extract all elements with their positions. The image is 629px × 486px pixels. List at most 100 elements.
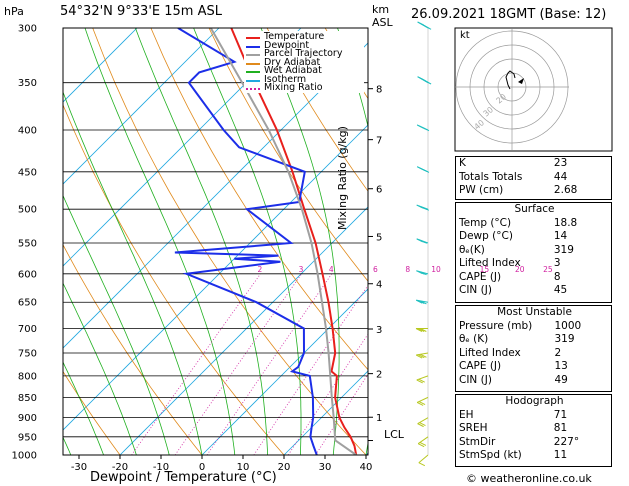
pressure-tick-label: 450 (18, 167, 37, 178)
km-tick-label: 3 (376, 325, 382, 336)
mixing-ratio-axis-label: Mixing Ratio (g/kg) (336, 126, 349, 230)
index-label: SREH (459, 422, 488, 434)
mixing-ratio-tick-label: 8 (405, 265, 410, 274)
index-value: 14 (553, 230, 568, 242)
isotherm-line (201, 288, 368, 455)
km-tick-label: 6 (376, 185, 382, 196)
wind-barb (416, 375, 429, 381)
wind-barb-flag (416, 401, 424, 406)
wind-barb (417, 436, 429, 445)
isotherm-line (283, 370, 368, 455)
index-row: θₑ (K) 319 (456, 333, 613, 347)
isotherm-line (612, 28, 629, 455)
legend: Temperature Dewpoint Parcel Trajectory Dry … (244, 31, 364, 93)
temperature-axis: -30 -20 -10 0 10 20 30 40 (71, 455, 372, 473)
wind-barb-flag (424, 80, 432, 85)
mixing-ratio-tick-label: 2 (258, 265, 263, 274)
wind-barb-flag (418, 354, 425, 359)
copyright: © weatheronline.co.uk (466, 472, 592, 485)
index-value: 23 (553, 157, 568, 169)
wind-barb-flag (420, 271, 427, 276)
pressure-tick-label: 300 (18, 24, 37, 35)
dry-adiabat-line (266, 28, 368, 192)
wind-barb-flag (418, 378, 425, 383)
index-label: PW (cm) (459, 184, 504, 196)
index-row: CIN (J) 49 (456, 374, 613, 388)
index-value: 44 (553, 170, 568, 183)
index-label: Lifted Index (459, 346, 521, 359)
legend-swatch (246, 88, 260, 90)
index-label: Pressure (mb) (459, 319, 533, 332)
index-row: Lifted Index 3 (456, 257, 613, 271)
storm-motion-arrow-icon (518, 78, 524, 84)
index-row: Pressure (mb) 1000 (456, 320, 613, 334)
pressure-tick-label: 400 (18, 126, 37, 137)
dewpoint-line (174, 28, 318, 455)
index-row: K 23 (456, 157, 613, 171)
x-tick-label: 10 (237, 462, 250, 473)
pressure-tick-label: 850 (18, 393, 37, 404)
wind-barb-flag (417, 328, 425, 332)
x-tick-label: 0 (199, 462, 205, 473)
index-label: θₑ(K) (459, 243, 485, 256)
wind-barb-flag (419, 442, 427, 446)
pressure-tick-label: 550 (18, 238, 37, 249)
hodograph-trace (505, 70, 516, 90)
temperature-line (230, 28, 358, 455)
index-row: CIN (J) 45 (456, 284, 613, 298)
height-axis: 8 7 6 5 4 3 2 1 (368, 85, 382, 442)
wind-barb-flag (415, 354, 423, 359)
index-row: CAPE (J) 13 (456, 360, 613, 374)
lcl-label: LCL (384, 428, 404, 441)
mixing-ratio-labels: 2 3 4 6 8 10 15 20 25 (258, 265, 553, 274)
wind-barb-flag (422, 206, 430, 211)
index-label: Dewp (°C) (459, 230, 513, 242)
x-axis-label: Dewpoint / Temperature (°C) (90, 470, 277, 485)
legend-label: Isotherm (264, 73, 307, 85)
wind-barb-flag (415, 328, 423, 332)
x-tick-label: 20 (278, 462, 291, 473)
wind-barb-flag (418, 462, 426, 467)
index-value: 45 (553, 284, 568, 296)
index-label: K (459, 157, 466, 169)
hpa-label: hPa (4, 5, 24, 18)
pressure-tick-label: 900 (18, 413, 37, 424)
index-value: 13 (554, 360, 568, 372)
section-title: Hodograph (505, 395, 564, 407)
pressure-axis: 300 350 400 450 500 550 600 650 700 750 800 850 900 9… (12, 24, 37, 462)
x-tick-label: -20 (112, 462, 128, 473)
wind-barb-flag (415, 299, 423, 304)
legend-label: Wet Adiabat (264, 65, 322, 76)
dry-adiabat-line (208, 28, 368, 282)
mixing-ratio-tick-label: 15 (480, 265, 490, 274)
isotherm-line (63, 28, 302, 267)
km-tick-label: 1 (376, 413, 382, 424)
pressure-tick-label: 650 (18, 298, 37, 309)
x-tick-label: 30 (319, 462, 332, 473)
wind-barb-flag (418, 401, 426, 405)
index-value: 319 (553, 243, 574, 256)
index-label: Totals Totals (459, 170, 523, 183)
wind-barb-flag (417, 443, 425, 448)
asl-label: ASL (372, 16, 393, 29)
index-row: Lifted Index 2 (456, 347, 613, 361)
km-tick-label: 7 (376, 136, 382, 147)
legend-swatch (246, 37, 260, 39)
index-row: PW (cm) 2.68 (456, 184, 613, 198)
index-row: StmDir 227° (456, 436, 613, 450)
pressure-tick-label: 350 (18, 78, 37, 89)
surface-box: Surface Temp (°C) 18.8 Dewp (°C) 14 θₑ(K) 319 L… (455, 202, 612, 303)
index-label: CIN (J) (459, 373, 492, 386)
wind-barb (418, 454, 429, 464)
hodograph-frame (454, 27, 613, 152)
isotherm-line (63, 28, 220, 185)
pressure-tick-label: 950 (18, 432, 37, 443)
index-value: 11 (553, 449, 568, 461)
index-label: Temp (°C) (459, 216, 512, 229)
index-value: 71 (553, 408, 568, 421)
index-label: StmSpd (kt) (459, 449, 522, 461)
x-tick-label: -30 (71, 462, 87, 473)
pressure-tick-label: 700 (18, 324, 37, 335)
indices-top-box: K 23 Totals Totals 44 PW (cm) 2.68 (455, 156, 612, 200)
